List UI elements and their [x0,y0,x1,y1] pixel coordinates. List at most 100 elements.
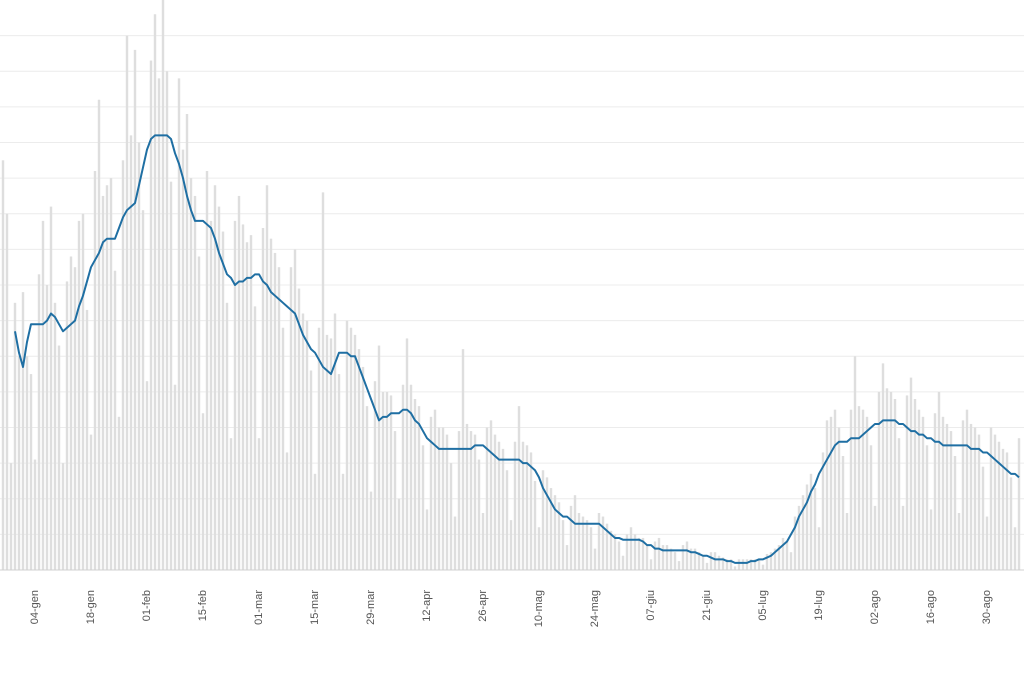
bar [485,427,489,570]
bar [701,555,705,570]
bar [669,548,673,570]
bar [365,406,369,570]
bar [581,516,585,570]
bar [933,413,937,570]
bar [805,484,809,570]
bar [721,557,725,570]
bar [809,473,813,570]
bar [205,171,209,570]
x-tick-label: 02-ago [869,590,881,624]
bar [593,548,597,570]
bar [649,559,653,570]
bar [689,548,693,570]
bar [813,488,817,570]
bar [629,527,633,570]
bar [913,399,917,570]
bar [877,391,881,570]
bar [249,235,253,570]
bar [93,171,97,570]
bar [849,409,853,570]
bar [825,420,829,570]
bar [193,195,197,570]
bar [37,274,41,570]
bar [157,78,161,570]
bar [789,552,793,570]
bar [729,559,733,570]
bar [153,14,157,570]
bar [377,345,381,570]
bar [545,477,549,570]
bar [925,445,929,570]
bar [321,192,325,570]
bar [277,267,281,570]
bar [609,530,613,570]
bar [333,313,337,570]
bar [921,416,925,570]
bar [393,431,397,570]
bar [449,463,453,570]
bar [77,220,81,570]
bar [185,114,189,570]
bar [173,384,177,570]
bar [361,366,365,570]
bar [509,520,513,570]
bar [241,224,245,570]
bar [133,49,137,570]
bar [945,423,949,570]
bar [9,463,13,570]
bar [1017,438,1021,570]
bar [709,552,713,570]
bar [597,513,601,570]
bar [653,541,657,570]
bar [677,561,681,570]
bar [5,213,9,570]
bar [189,178,193,570]
x-tick-label: 24-mag [589,590,601,627]
bar [893,399,897,570]
bar [89,434,93,570]
bar [989,427,993,570]
bar [901,505,905,570]
bar [85,309,89,570]
bar [13,302,17,570]
bar [817,527,821,570]
bar [521,441,525,570]
bar [145,381,149,570]
bar [749,559,753,570]
bar [625,534,629,570]
x-tick-label: 01-mar [253,590,265,625]
bar [553,495,557,570]
bar [269,238,273,570]
bar [1009,477,1013,570]
bar [537,527,541,570]
bar [305,320,309,570]
bar [781,537,785,570]
bar [865,416,869,570]
bar [81,213,85,570]
bar [457,431,461,570]
bar [801,495,805,570]
bar [493,434,497,570]
bar [69,256,73,570]
bar [821,452,825,570]
bar [209,220,213,570]
bar [681,545,685,570]
bar [73,267,77,570]
bar [565,545,569,570]
bar [769,552,773,570]
bar [97,99,101,570]
x-tick-label: 21-giu [701,590,713,621]
bar [697,552,701,570]
bar [657,537,661,570]
x-tick-label: 15-mar [309,590,321,625]
bar [889,391,893,570]
bar [741,559,745,570]
bar [905,395,909,570]
bar [673,552,677,570]
bar [25,356,29,570]
bar [61,463,65,570]
bar [765,553,769,570]
bar [613,534,617,570]
bar [685,541,689,570]
bar [977,434,981,570]
